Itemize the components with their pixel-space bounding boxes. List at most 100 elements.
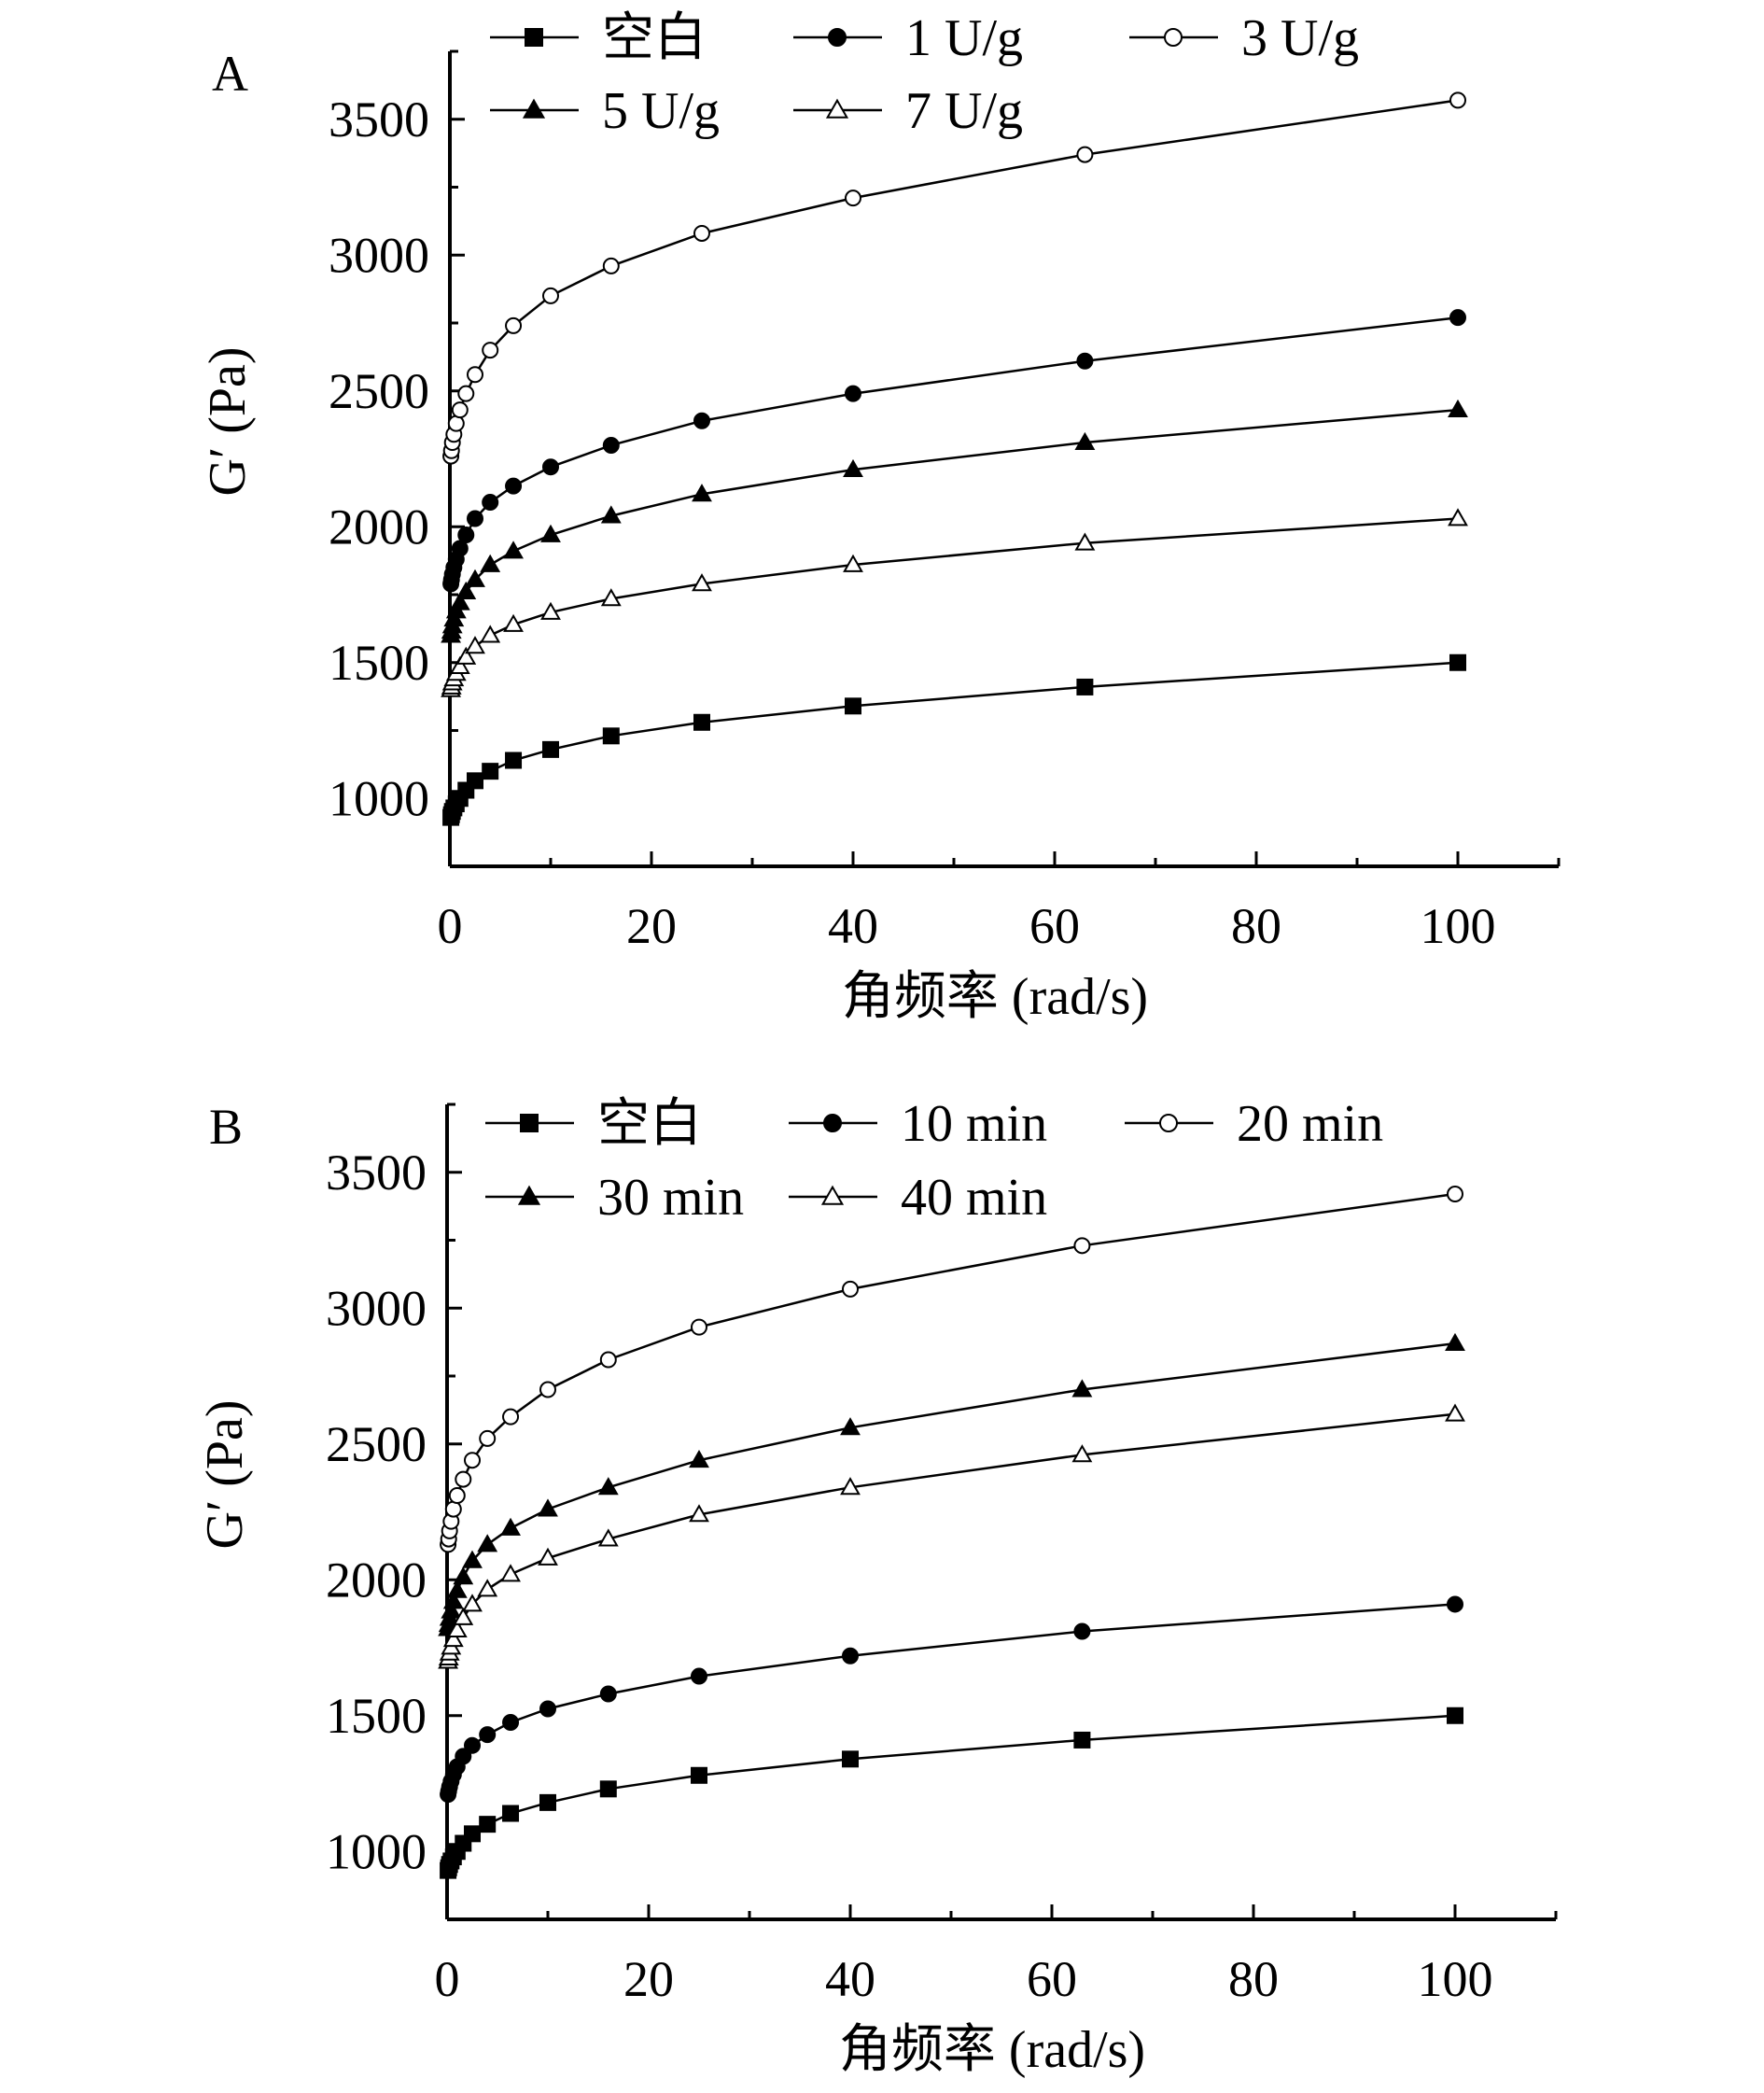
x-tick-label: 100 xyxy=(1418,1951,1493,2007)
legend-marker xyxy=(525,28,543,47)
data-point xyxy=(447,414,465,432)
data-point xyxy=(602,727,620,745)
legend-label: 30 min xyxy=(597,1169,744,1227)
data-point xyxy=(455,581,477,599)
y-tick-label: 2000 xyxy=(329,499,429,555)
data-point xyxy=(480,625,501,643)
series-2 xyxy=(440,1186,1463,1553)
series-line xyxy=(449,517,1459,691)
data-point xyxy=(539,1793,556,1811)
legend-entry: 30 min xyxy=(485,1169,744,1227)
series-3 xyxy=(438,1332,1465,1636)
legend-entry: 3 U/g xyxy=(1129,9,1359,67)
x-tick-label: 0 xyxy=(438,898,463,954)
data-point xyxy=(455,646,477,665)
x-axis-title: 角频率 (rad/s) xyxy=(839,2021,1145,2079)
series-1 xyxy=(440,1595,1463,1804)
data-point xyxy=(449,655,470,675)
data-point xyxy=(542,458,559,476)
y-tick-label: 1000 xyxy=(326,1823,427,1879)
data-point xyxy=(1448,399,1468,418)
data-point xyxy=(599,1780,617,1798)
legend-entry: 1 U/g xyxy=(793,9,1023,67)
series-line xyxy=(446,1603,1456,1795)
x-tick-label: 40 xyxy=(828,898,878,954)
legend-marker xyxy=(520,1114,539,1132)
x-tick-label: 60 xyxy=(1027,1951,1077,2007)
data-point xyxy=(464,1736,481,1754)
data-point xyxy=(467,510,483,527)
data-point xyxy=(451,540,469,557)
data-point xyxy=(843,458,863,478)
data-point xyxy=(840,1417,861,1436)
data-point xyxy=(538,1547,558,1566)
data-point xyxy=(845,190,861,207)
data-point xyxy=(600,588,622,607)
y-tick-label: 1000 xyxy=(329,770,429,826)
data-point xyxy=(1445,1332,1465,1351)
data-point xyxy=(502,1805,520,1822)
data-point xyxy=(451,401,469,419)
data-point xyxy=(540,524,561,542)
data-point xyxy=(691,1318,707,1336)
data-point xyxy=(482,494,499,512)
data-point xyxy=(1449,653,1466,671)
legend-entry: 空白 xyxy=(490,9,707,67)
x-tick-label: 20 xyxy=(623,1951,674,2007)
data-point xyxy=(542,740,559,758)
data-point xyxy=(479,1429,497,1447)
data-point xyxy=(505,477,523,495)
x-axis-title: 角频率 (rad/s) xyxy=(842,968,1148,1026)
y-tick-label: 3500 xyxy=(329,91,429,147)
data-point xyxy=(482,342,499,359)
legend-marker xyxy=(825,98,849,119)
data-point xyxy=(500,1564,521,1582)
series-1 xyxy=(442,309,1466,593)
data-point xyxy=(480,554,501,572)
y-axis-title: G′ (Pa) xyxy=(196,1400,254,1550)
data-point xyxy=(540,601,561,620)
data-point xyxy=(1447,1707,1463,1724)
legend-label: 空白 xyxy=(602,9,707,67)
series-line xyxy=(449,99,1459,457)
series-line xyxy=(446,1412,1456,1662)
series-0 xyxy=(440,1707,1463,1879)
y-tick-label: 2500 xyxy=(329,363,429,419)
data-point xyxy=(464,1825,481,1843)
data-point xyxy=(689,1449,709,1468)
data-point xyxy=(845,385,861,402)
data-point xyxy=(542,287,559,304)
data-point xyxy=(1074,532,1096,551)
legend-entry: 空白 xyxy=(485,1095,702,1153)
y-axis-title: G′ (Pa) xyxy=(199,347,257,497)
y-tick-label: 1500 xyxy=(326,1688,427,1744)
x-tick-label: 0 xyxy=(435,1951,460,2007)
data-point xyxy=(1448,508,1468,527)
data-point xyxy=(448,1487,466,1505)
legend-label: 5 U/g xyxy=(602,82,720,140)
legend-label: 10 min xyxy=(901,1095,1047,1153)
data-point xyxy=(505,752,523,769)
data-point xyxy=(462,1550,483,1568)
series-line xyxy=(446,1714,1456,1871)
legend-label: 3 U/g xyxy=(1241,9,1359,67)
y-tick-label: 3000 xyxy=(329,227,429,283)
data-point xyxy=(464,1452,481,1469)
data-point xyxy=(689,1504,709,1523)
data-point xyxy=(482,763,499,780)
y-tick-label: 1500 xyxy=(329,635,429,691)
data-point xyxy=(1449,91,1466,109)
data-point xyxy=(600,505,622,524)
x-tick-label: 80 xyxy=(1231,898,1281,954)
panel-b: 1000 1500 2000 2500 3000 3500 0 20 40 60 80 100 角频率 … xyxy=(196,1095,1558,2079)
data-point xyxy=(442,1591,464,1609)
data-point xyxy=(842,1280,859,1298)
data-point xyxy=(1447,1186,1463,1203)
data-point xyxy=(538,1498,558,1517)
data-point xyxy=(1073,1622,1091,1640)
series-3 xyxy=(441,399,1468,643)
legend-label: 20 min xyxy=(1237,1095,1383,1153)
data-point xyxy=(691,1667,707,1685)
data-point xyxy=(842,1647,859,1665)
data-point xyxy=(692,484,712,502)
